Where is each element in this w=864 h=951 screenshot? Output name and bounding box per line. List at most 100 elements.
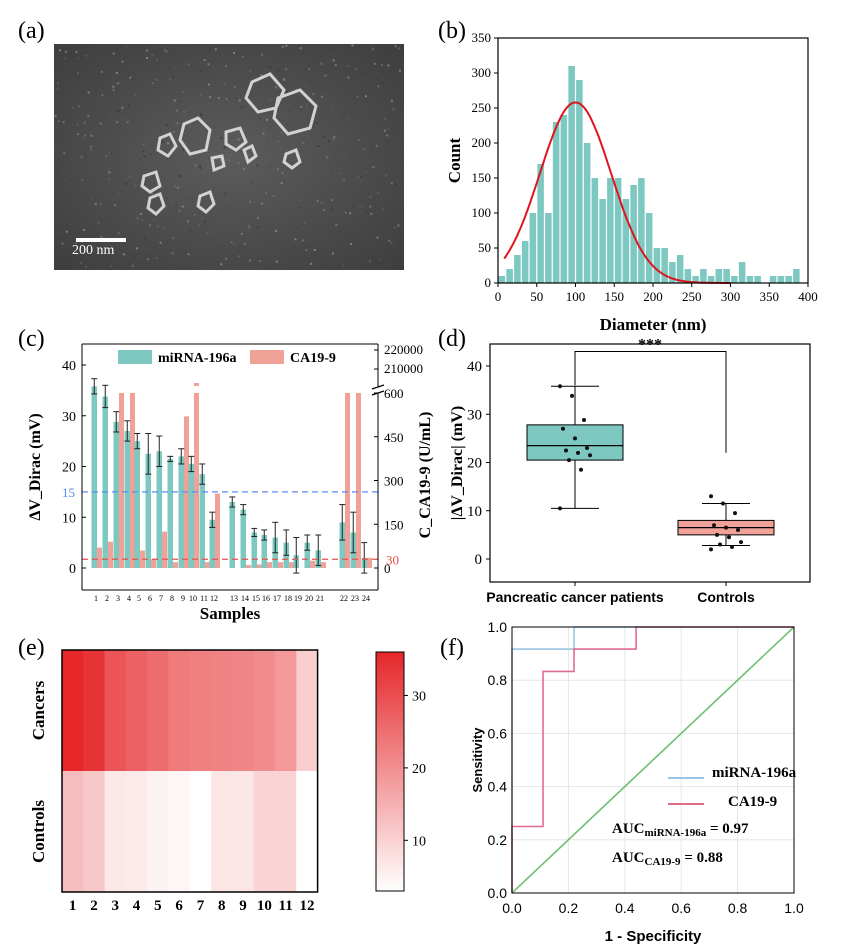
heatmap-cell (168, 650, 191, 771)
sem-texture (116, 220, 119, 223)
sem-texture (334, 64, 337, 67)
sem-texture (256, 226, 259, 229)
sem-texture (185, 164, 188, 167)
sem-texture (283, 172, 286, 175)
sem-texture (329, 49, 332, 52)
sem-texture (172, 130, 175, 133)
sem-texture (137, 256, 140, 259)
sem-texture (249, 259, 252, 262)
sem-texture (168, 66, 171, 69)
histogram-bar (638, 178, 645, 283)
sem-texture (146, 56, 149, 59)
sem-texture (187, 253, 190, 256)
sem-texture (134, 94, 137, 97)
data-point (709, 494, 713, 499)
x-tick-label: 24 (362, 594, 370, 603)
y-tick-label: 0.4 (488, 779, 508, 795)
sem-texture (97, 221, 100, 224)
histogram-bar (723, 269, 730, 283)
sem-texture (62, 121, 65, 124)
sem-texture (194, 191, 197, 194)
sem-texture (182, 110, 185, 113)
sem-texture (320, 62, 323, 65)
colorbar (375, 651, 405, 892)
sem-texture (162, 226, 165, 229)
row-label: Controls (29, 800, 48, 863)
sem-texture (349, 212, 352, 215)
column-label: 12 (299, 898, 314, 914)
sem-texture (71, 122, 74, 125)
sem-texture (58, 49, 61, 52)
histogram-bar (785, 276, 792, 283)
sem-texture (169, 86, 172, 89)
sem-texture (309, 79, 312, 82)
y-tick-label: 40 (467, 359, 482, 375)
data-point (558, 384, 562, 389)
sem-texture (112, 88, 115, 91)
sem-texture (125, 215, 128, 218)
sem-texture (225, 257, 228, 260)
sem-texture (358, 94, 361, 97)
sem-texture (357, 175, 360, 178)
sem-texture (302, 239, 305, 242)
sem-texture (313, 248, 316, 251)
sem-texture (347, 106, 350, 109)
sem-texture (268, 58, 271, 61)
sem-texture (365, 171, 368, 174)
ca199-bar (289, 562, 294, 568)
sem-texture (136, 217, 139, 220)
sem-texture (111, 44, 114, 47)
histogram-bar (498, 276, 506, 283)
sem-texture (176, 109, 179, 112)
legend-label-ca199: CA19-9 (728, 794, 777, 810)
sem-texture (272, 195, 275, 198)
histogram-bar (715, 269, 723, 283)
x-tick-label: 21 (316, 594, 324, 603)
x-tick-label: 0 (495, 289, 502, 304)
sem-texture (325, 251, 328, 254)
sem-texture (119, 253, 122, 256)
histogram-bar (552, 122, 560, 283)
mirna-bar (124, 430, 130, 568)
sem-texture (146, 49, 149, 52)
sem-texture (133, 255, 136, 258)
x-tick-label: 300 (721, 289, 741, 304)
sem-texture (151, 192, 154, 195)
x-tick-label: 50 (530, 289, 543, 304)
y-axis-label-right: C_CA19-9 (U/mL) (417, 412, 434, 539)
heatmap-cell (232, 771, 255, 892)
sem-texture (162, 250, 165, 253)
sem-texture (142, 150, 145, 153)
sem-texture (307, 136, 310, 139)
sem-texture (203, 59, 206, 62)
x-tick-label: 200 (643, 289, 663, 304)
mirna-bar (167, 458, 173, 568)
sem-texture (217, 96, 220, 99)
sem-texture (234, 97, 237, 100)
sem-texture (275, 229, 278, 232)
histogram-bar (777, 276, 785, 283)
histogram-bar (560, 115, 568, 283)
sem-texture (390, 242, 393, 245)
sem-texture (152, 219, 155, 222)
sem-texture (243, 242, 246, 245)
sem-texture (158, 58, 161, 61)
sem-texture (155, 78, 158, 81)
colorbar-tick-label: 30 (412, 689, 426, 704)
sem-texture (127, 104, 130, 107)
sem-texture (283, 78, 286, 81)
left-y-tick-label: 40 (62, 359, 76, 374)
heatmap-cell (147, 650, 169, 771)
sem-texture (380, 261, 383, 264)
mirna-bar (199, 474, 205, 568)
sem-texture (326, 156, 329, 159)
sem-texture (157, 187, 160, 190)
sem-texture (189, 229, 192, 232)
sem-texture (100, 235, 103, 238)
sem-texture (230, 241, 233, 244)
sem-texture (279, 102, 282, 105)
sem-texture (285, 68, 288, 71)
sem-texture (259, 117, 262, 120)
right-y-tick-label: 0 (384, 561, 391, 576)
sem-texture (156, 58, 159, 61)
